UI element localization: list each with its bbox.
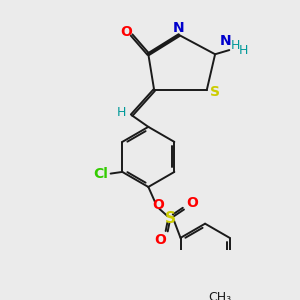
Text: N: N — [172, 20, 184, 34]
Text: O: O — [120, 25, 132, 39]
Text: H: H — [117, 106, 126, 119]
Text: S: S — [164, 211, 175, 226]
Text: O: O — [186, 196, 198, 210]
Text: N: N — [219, 34, 231, 48]
Text: O: O — [154, 233, 166, 248]
Text: O: O — [152, 198, 164, 212]
Text: Cl: Cl — [93, 167, 108, 181]
Text: CH₃: CH₃ — [208, 291, 232, 300]
Text: H: H — [239, 44, 248, 57]
Text: S: S — [210, 85, 220, 99]
Text: H: H — [230, 39, 240, 52]
